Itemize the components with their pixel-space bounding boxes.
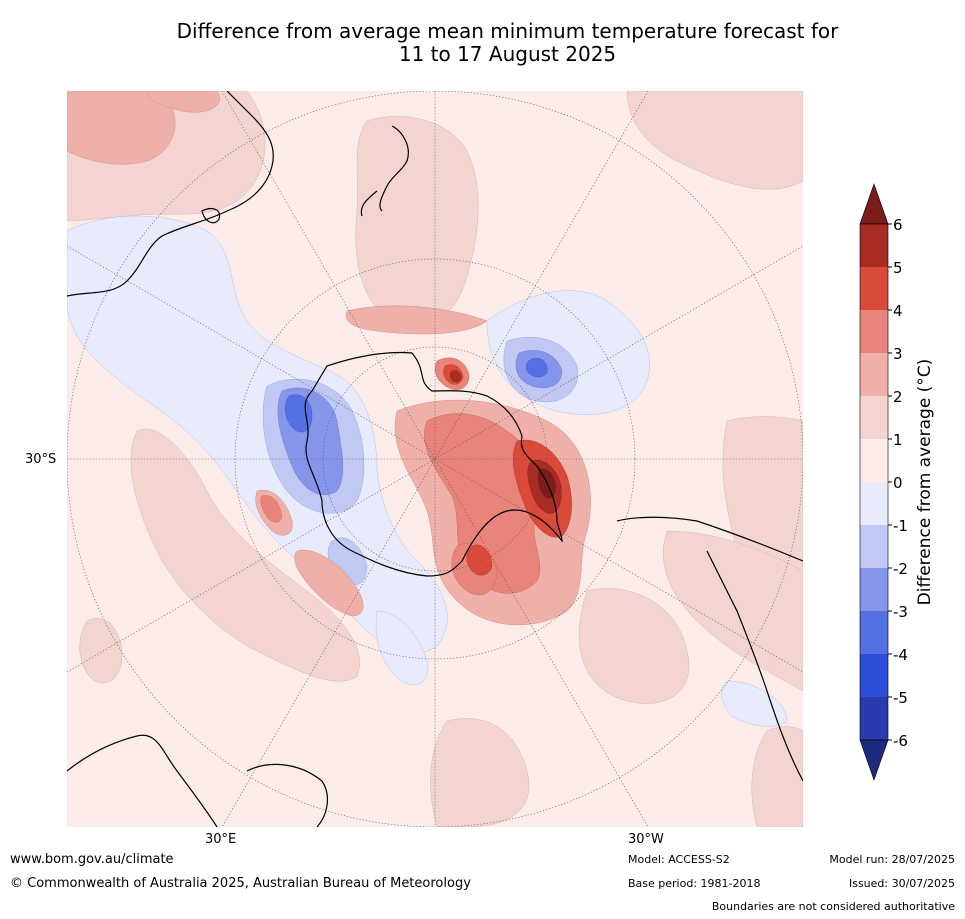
colorbar-tick-label: -2 <box>893 560 908 578</box>
colorbar-tick-label: 0 <box>893 474 903 492</box>
antarctica-coastline <box>304 352 563 577</box>
colorbar-swatch <box>860 568 888 611</box>
colorbar-swatch <box>860 654 888 697</box>
colorbar-swatch <box>860 525 888 568</box>
colorbar-swatch <box>860 697 888 740</box>
south-america-coastline <box>616 516 803 782</box>
colorbar-tick-label: 3 <box>893 345 903 363</box>
colorbar-swatch <box>860 396 888 439</box>
colorbar-tick-label: -1 <box>893 517 908 535</box>
colorbar-swatch <box>860 482 888 525</box>
colorbar-tick-label: 2 <box>893 388 903 406</box>
colorbar-tick-label: -3 <box>893 603 908 621</box>
africa-coastline <box>67 734 218 827</box>
title-line-1: Difference from average mean minimum tem… <box>176 19 839 43</box>
coastlines <box>67 91 803 827</box>
footer-model-run: Model run: 28/07/2025 <box>829 853 955 866</box>
colorbar-tick-label: -6 <box>893 732 908 750</box>
lon-label-30e: 30°E <box>205 832 237 847</box>
colorbar-extend-top <box>859 183 889 225</box>
anomaly-map <box>67 91 803 827</box>
colorbar: 6 5 4 3 2 1 0 -1 -2 -3 -4 -5 -6 Difference from aver… <box>859 183 935 781</box>
colorbar-swatch <box>860 439 888 482</box>
colorbar-swatch <box>860 353 888 396</box>
australia-coastline <box>67 91 274 297</box>
tasmania-coastline <box>201 208 221 224</box>
colorbar-tick-label: 6 <box>893 216 903 234</box>
lon-label-30w: 30°W <box>628 832 664 847</box>
graticule <box>67 91 803 827</box>
footer-disclaimer: Boundaries are not considered authoritat… <box>711 900 955 913</box>
lat-label-30s: 30°S <box>25 452 57 467</box>
footer-base-period: Base period: 1981-2018 <box>628 877 761 890</box>
title-line-2: 11 to 17 August 2025 <box>398 42 617 66</box>
colorbar-swatch <box>860 224 888 267</box>
madagascar-coastline <box>246 763 329 827</box>
footer-copyright: © Commonwealth of Australia 2025, Austra… <box>10 876 471 891</box>
colorbar-swatch <box>860 611 888 654</box>
colorbar-tick-label: -4 <box>893 646 908 664</box>
chart-title: Difference from average mean minimum tem… <box>60 20 955 66</box>
colorbar-tick-label: 4 <box>893 302 903 320</box>
new-zealand-coastline <box>360 125 409 217</box>
colorbar-tick-label: 5 <box>893 259 903 277</box>
footer-model: Model: ACCESS-S2 <box>628 853 730 866</box>
colorbar-tick-label: 1 <box>893 431 903 449</box>
colorbar-extend-bottom <box>859 739 889 781</box>
colorbar-tick-label: -5 <box>893 689 908 707</box>
colorbar-swatch <box>860 267 888 310</box>
footer-url[interactable]: www.bom.gov.au/climate <box>10 852 174 867</box>
footer-issued: Issued: 30/07/2025 <box>848 877 955 890</box>
colorbar-swatch <box>860 310 888 353</box>
colorbar-label: Difference from average (°C) <box>915 359 935 606</box>
anomaly-region-plus1 <box>67 91 803 827</box>
